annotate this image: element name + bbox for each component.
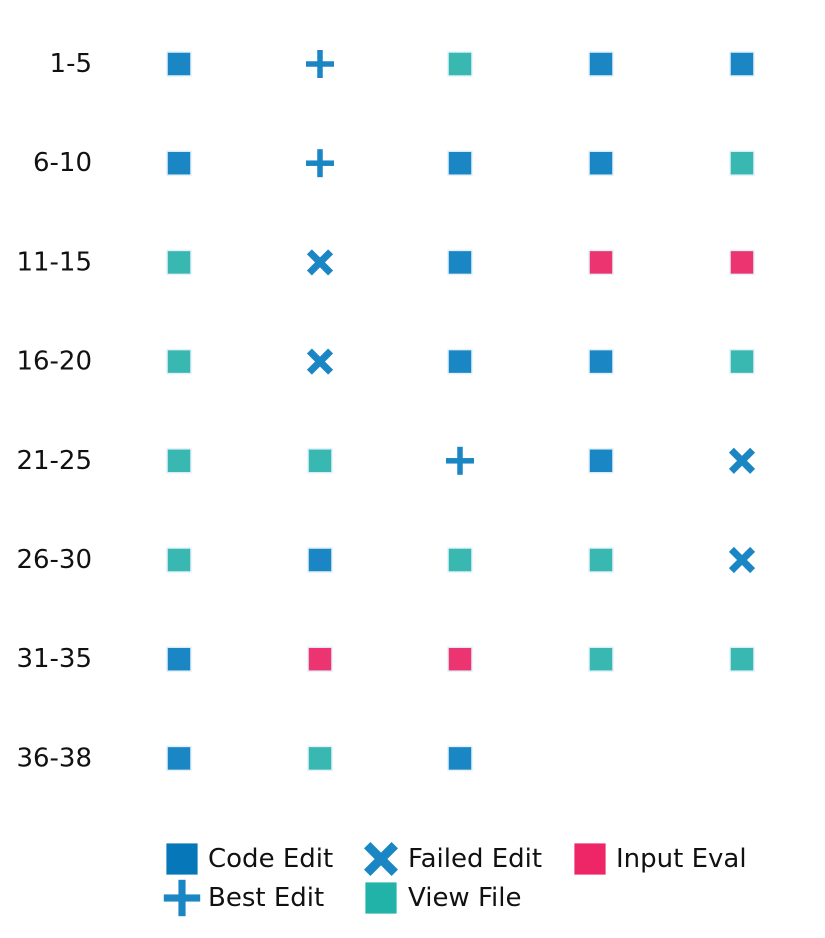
row-label: 11-15 [16, 247, 92, 277]
code-edit-marker [447, 150, 473, 176]
row-label: 21-25 [16, 446, 92, 476]
legend-item-code-edit: Code Edit [166, 843, 333, 875]
failed-edit-marker [728, 447, 756, 474]
code-edit-marker [166, 150, 192, 176]
best-edit-legend-marker [163, 879, 201, 917]
view-file-marker [447, 547, 473, 573]
code-edit-marker [588, 51, 614, 77]
failed-edit-marker [306, 249, 334, 276]
code-edit-legend-marker [166, 843, 198, 875]
row-labels: 1-5 6-10 11-15 16-20 21-25 26-30 31-35 36-38 [16, 49, 92, 773]
code-edit-marker [166, 51, 192, 77]
row-label: 26-30 [16, 545, 92, 575]
row-label: 6-10 [33, 148, 92, 178]
code-edit-marker [588, 448, 614, 474]
code-edit-marker [307, 547, 333, 573]
legend: Code Edit Failed Edit Input Eval Best Edit V… [163, 841, 747, 917]
view-file-marker [166, 348, 192, 375]
legend-label: Failed Edit [408, 844, 542, 874]
legend-label: Input Eval [616, 844, 747, 874]
input-eval-legend-marker [574, 843, 606, 875]
legend-label: Code Edit [208, 844, 333, 874]
legend-label: Best Edit [208, 883, 324, 913]
view-file-marker [447, 51, 473, 77]
code-edit-marker [588, 348, 614, 375]
legend-item-view-file: View File [365, 882, 521, 914]
best-edit-marker [446, 446, 474, 475]
view-file-marker [588, 646, 614, 672]
view-file-marker [307, 448, 333, 474]
code-edit-marker [447, 348, 473, 375]
view-file-legend-marker [365, 882, 397, 914]
view-file-marker [166, 448, 192, 474]
row-label: 36-38 [16, 743, 92, 773]
legend-item-input-eval: Input Eval [574, 843, 747, 875]
best-edit-marker [306, 50, 334, 78]
failed-edit-legend-marker [363, 841, 399, 877]
best-edit-marker [306, 149, 334, 178]
legend-item-failed-edit: Failed Edit [363, 841, 542, 877]
code-edit-marker [729, 51, 755, 77]
view-file-marker [166, 547, 192, 573]
code-edit-marker [166, 745, 192, 772]
input-eval-marker [307, 646, 333, 672]
input-eval-marker [729, 249, 755, 276]
view-file-marker [729, 646, 755, 672]
view-file-marker [166, 249, 192, 276]
legend-label: View File [408, 883, 521, 913]
chart-markers [166, 50, 756, 772]
view-file-marker [588, 547, 614, 573]
view-file-marker [307, 745, 333, 772]
input-eval-marker [588, 249, 614, 276]
view-file-marker [729, 150, 755, 176]
view-file-marker [729, 348, 755, 375]
code-edit-marker [166, 646, 192, 672]
row-label: 1-5 [50, 49, 92, 79]
code-edit-marker [588, 150, 614, 176]
failed-edit-marker [306, 348, 334, 375]
code-edit-marker [447, 249, 473, 276]
row-label: 16-20 [16, 347, 92, 377]
legend-item-best-edit: Best Edit [163, 879, 324, 917]
code-edit-marker [447, 745, 473, 772]
failed-edit-marker [728, 546, 756, 574]
input-eval-marker [447, 646, 473, 672]
row-label: 31-35 [16, 644, 92, 674]
